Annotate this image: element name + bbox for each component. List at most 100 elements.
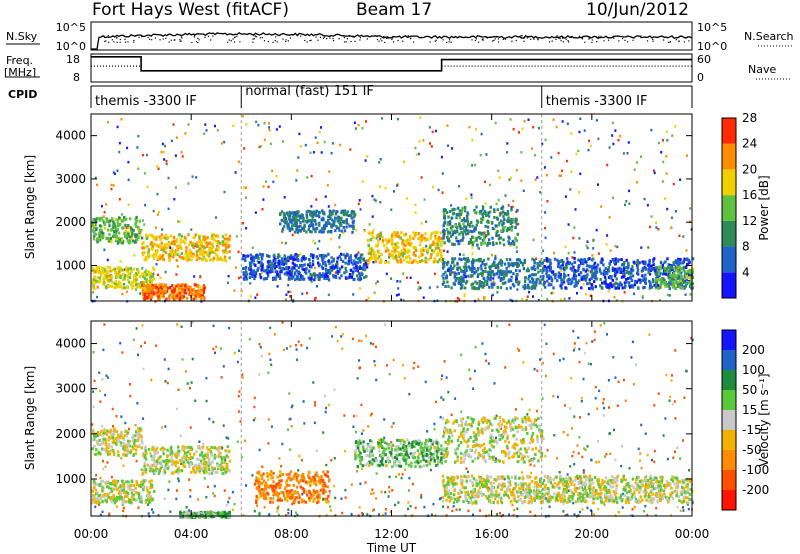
power-panel-cell [154, 249, 158, 253]
power-panel-cell [453, 273, 457, 277]
velocity-panel-point [370, 412, 373, 416]
power-panel-point [674, 210, 677, 213]
power-panel-point [297, 156, 300, 159]
power-panel-point [364, 159, 367, 162]
power-panel-cell [102, 232, 105, 235]
velocity-panel-point [484, 352, 487, 356]
power-panel-cell [345, 269, 348, 273]
velocity-panel-point [375, 345, 377, 349]
velocity-panel-point [529, 463, 532, 466]
power-panel-point [428, 126, 431, 129]
power-panel-cell [673, 274, 676, 278]
power-panel-cell [290, 221, 293, 224]
power-panel-ytick-label: 3000 [55, 172, 86, 186]
power-panel-cell [479, 236, 482, 240]
power-panel-cell [182, 295, 186, 299]
power-panel-cell [570, 262, 574, 266]
power-panel-cell [479, 272, 482, 276]
velocity-panel-point [99, 400, 102, 403]
noise-search-point [493, 39, 495, 42]
power-panel-cell [336, 260, 339, 264]
power-panel-cell [513, 241, 516, 245]
power-panel-cell [180, 247, 183, 251]
power-panel-cell [458, 257, 461, 261]
power-panel-point [669, 227, 672, 230]
power-panel-cell [457, 271, 460, 275]
velocity-panel-point [351, 337, 354, 341]
velocity-panel-point [295, 348, 298, 351]
power-panel-cell [358, 259, 362, 263]
power-panel-cell [444, 208, 448, 212]
power-panel-cell [203, 250, 207, 254]
power-panel-cell [657, 265, 660, 269]
power-panel-cell [286, 271, 290, 275]
noise-search-point [346, 38, 348, 40]
power-panel-point [535, 257, 538, 261]
power-panel-cell [178, 287, 181, 290]
velocity-panel-point [488, 513, 491, 517]
velocity-panel-point [221, 447, 224, 450]
power-panel-cell [586, 282, 589, 286]
power-panel-cell [152, 286, 155, 290]
power-panel-point [462, 253, 465, 257]
power-panel-point [589, 294, 592, 297]
power-panel-cell [109, 269, 112, 273]
power-panel-point [167, 207, 170, 211]
power-panel-cell [379, 258, 383, 262]
power-panel-point [647, 246, 650, 249]
power-panel-cell [623, 260, 626, 264]
velocity-panel-cell [101, 447, 104, 451]
power-panel-point [110, 187, 113, 191]
power-panel-cell [486, 276, 490, 280]
power-panel-cell [321, 274, 325, 278]
power-panel-cell [132, 273, 136, 277]
power-panel-cell [536, 277, 540, 281]
power-panel-cell [180, 286, 183, 290]
power-panel-cell [389, 254, 393, 258]
power-panel-cell [110, 240, 113, 244]
power-panel-cell [101, 271, 104, 275]
power-panel-cell [327, 269, 330, 273]
velocity-panel-point [670, 379, 673, 382]
power-panel-cell [510, 205, 513, 209]
power-panel-cell [311, 224, 315, 228]
velocity-panel-point [558, 471, 561, 474]
power-panel-point [516, 288, 519, 291]
power-panel-point [685, 249, 688, 252]
velocity-panel-point [258, 448, 261, 452]
power-panel-cell [448, 222, 452, 226]
noise-search-point [306, 41, 308, 43]
power-panel-cell [123, 276, 126, 280]
power-panel-point [388, 256, 391, 259]
power-panel-cell [422, 249, 425, 252]
power-panel-point [379, 201, 382, 204]
velocity-panel-point [648, 333, 651, 336]
power-panel-cell [418, 243, 422, 247]
velocity-panel-point [513, 508, 516, 512]
velocity-panel-point [167, 367, 170, 371]
velocity-panel-point [597, 507, 600, 511]
power-panel-cell [267, 274, 270, 278]
power-panel-cell [521, 261, 524, 265]
power-panel-point [164, 246, 167, 249]
power-panel-point [243, 147, 246, 150]
power-panel-point [485, 153, 488, 156]
power-panel-point [496, 291, 499, 294]
power-panel-point [358, 287, 361, 290]
noise-search-point [261, 37, 263, 39]
velocity-panel-point [556, 457, 559, 460]
power-panel-point [292, 299, 295, 302]
power-panel-cell [318, 223, 321, 227]
power-panel-point [597, 137, 600, 141]
power-panel-cell [580, 286, 583, 290]
power-panel-cell [500, 211, 503, 215]
power-panel-cell [324, 260, 327, 264]
power-panel-cell [682, 265, 686, 269]
power-panel-cell [398, 254, 401, 258]
power-panel-point [96, 295, 98, 299]
velocity-panel-point [392, 358, 395, 362]
noise-search-point [397, 39, 399, 42]
power-panel-cell [585, 264, 589, 268]
power-panel-cell [476, 268, 479, 272]
power-panel-cell [272, 264, 275, 268]
